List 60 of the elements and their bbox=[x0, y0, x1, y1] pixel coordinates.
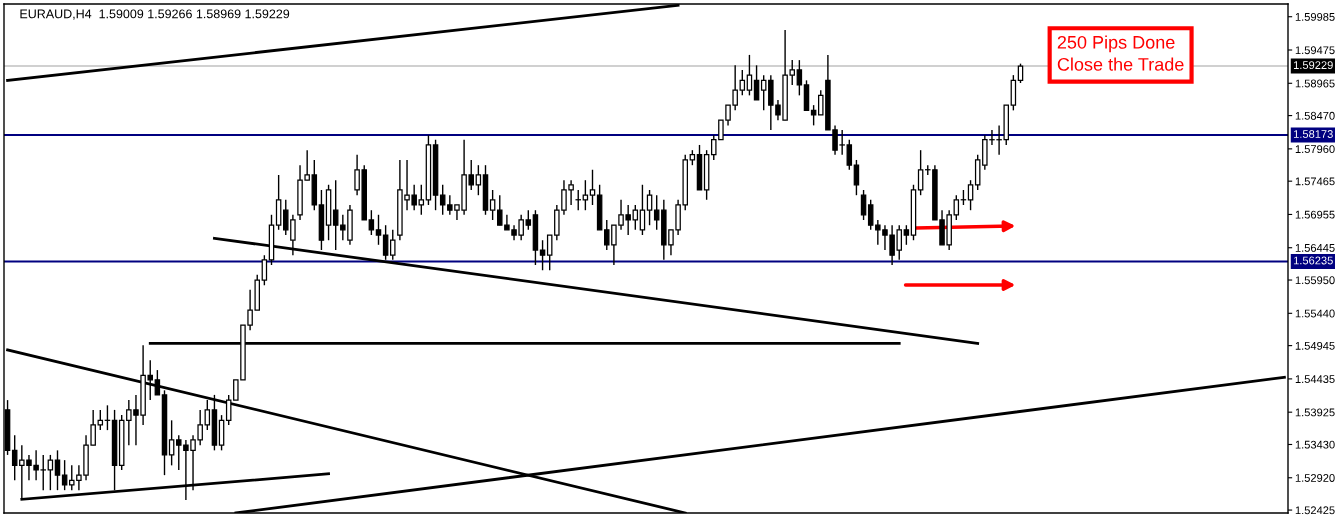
ref-line-label: 1.59229 bbox=[1293, 61, 1333, 70]
candlestick bbox=[539, 239, 546, 271]
ref-line-label: 1.56235 bbox=[1293, 256, 1333, 265]
candlestick bbox=[154, 369, 161, 396]
candlestick bbox=[47, 454, 54, 491]
y-tick-label: 1.52920 bbox=[1295, 474, 1335, 482]
candlestick bbox=[917, 149, 924, 196]
y-tick-label: 1.54435 bbox=[1295, 375, 1335, 384]
candlestick bbox=[760, 74, 767, 112]
y-tick-label: 1.52425 bbox=[1295, 506, 1335, 515]
y-tick-label: 1.56955 bbox=[1295, 210, 1335, 219]
y-tick-label: 1.54945 bbox=[1295, 341, 1335, 350]
y-tick-label: 1.53430 bbox=[1295, 440, 1335, 449]
candlestick bbox=[475, 164, 482, 196]
candlestick bbox=[104, 404, 111, 431]
candlestick bbox=[489, 189, 496, 221]
candlestick bbox=[204, 399, 211, 431]
candlestick bbox=[846, 139, 853, 171]
candlestick bbox=[796, 59, 803, 97]
annotation: 250 Pips Done Close the Trade bbox=[1057, 35, 1184, 71]
candlestick bbox=[589, 169, 596, 206]
y-tick-label: 1.59985 bbox=[1295, 12, 1335, 21]
candlestick bbox=[810, 104, 817, 127]
candlestick bbox=[653, 194, 660, 231]
candlestick bbox=[368, 209, 375, 236]
candlestick bbox=[867, 199, 874, 231]
candlestick bbox=[646, 189, 653, 226]
candlestick bbox=[375, 214, 382, 246]
candlestick bbox=[903, 224, 910, 246]
y-tick-label: 1.53925 bbox=[1295, 408, 1335, 417]
candlestick bbox=[746, 54, 753, 97]
candlestick bbox=[525, 209, 532, 231]
candlestick bbox=[225, 394, 232, 426]
candlestick bbox=[439, 184, 446, 216]
candlestick bbox=[753, 64, 760, 101]
candlestick bbox=[61, 459, 68, 491]
y-tick-label: 1.59475 bbox=[1295, 46, 1335, 55]
chart-title: EURAUD,H4 1.59009 1.59266 1.58969 1.59229 bbox=[20, 9, 290, 20]
y-tick-label: 1.58470 bbox=[1295, 111, 1335, 120]
candlestick bbox=[967, 179, 974, 211]
y-tick-label: 1.56445 bbox=[1295, 244, 1335, 252]
candlestick bbox=[739, 69, 746, 97]
y-tick-label: 1.57960 bbox=[1295, 145, 1335, 153]
candlestick bbox=[54, 449, 61, 491]
y-tick-label: 1.57465 bbox=[1295, 177, 1335, 186]
candlestick bbox=[418, 184, 425, 216]
candlestick bbox=[632, 204, 639, 231]
y-tick-label: 1.55950 bbox=[1295, 276, 1335, 285]
y-tick-label: 1.55440 bbox=[1295, 309, 1335, 318]
candlestick bbox=[575, 189, 581, 211]
candlestick bbox=[261, 254, 268, 286]
candlestick bbox=[953, 194, 960, 221]
y-tick-label: 1.58965 bbox=[1295, 79, 1335, 88]
candlestick bbox=[332, 179, 339, 251]
candlestick bbox=[97, 409, 104, 431]
candlestick bbox=[1017, 62, 1024, 84]
candlestick bbox=[168, 419, 175, 467]
candlestick bbox=[11, 434, 18, 482]
candlestick bbox=[546, 234, 553, 271]
ref-line-label: 1.58173 bbox=[1293, 130, 1333, 138]
